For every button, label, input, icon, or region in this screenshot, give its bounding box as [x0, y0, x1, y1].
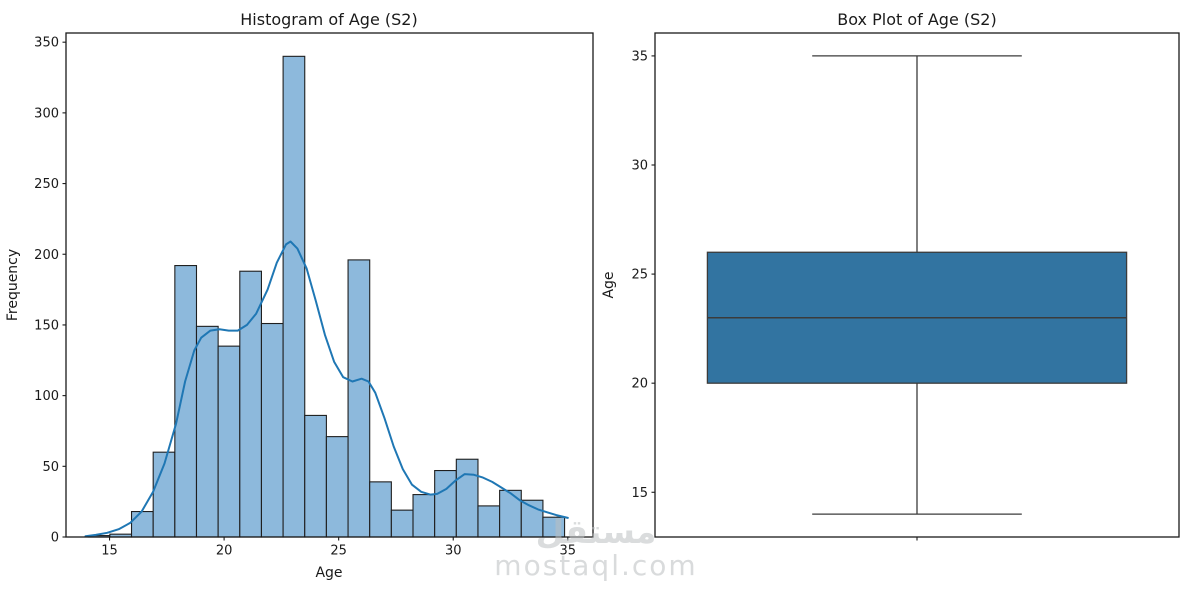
- histogram-bar: [347, 259, 371, 538]
- y-tick-label: 100: [34, 389, 59, 404]
- y-tick-label: 35: [631, 49, 648, 64]
- y-tick-label: 0: [51, 531, 59, 546]
- y-tick-label: 300: [34, 106, 59, 121]
- y-tick-label: 50: [42, 460, 59, 475]
- y-tick-label: 200: [34, 248, 59, 263]
- x-tick-label: 15: [101, 544, 118, 559]
- x-tick-label: 20: [216, 544, 233, 559]
- histogram-bar: [217, 345, 241, 538]
- histogram-bar: [369, 481, 392, 538]
- y-tick-label: 30: [631, 159, 648, 174]
- histogram-bar: [325, 436, 349, 538]
- histogram-bar: [195, 325, 219, 538]
- y-tick-label: 20: [631, 377, 648, 392]
- x-tick-label: 25: [330, 544, 347, 559]
- y-tick-label: 150: [34, 318, 59, 333]
- watermark: مستقل mostaql.com: [494, 512, 697, 582]
- histogram-ylabel: Frequency: [5, 249, 21, 321]
- boxplot-axes: 15 20 25 30 35: [631, 32, 1180, 541]
- y-tick-label: 15: [631, 486, 648, 501]
- histogram-bar: [130, 510, 154, 538]
- histogram-bar: [282, 55, 306, 538]
- histogram-bar: [434, 469, 457, 538]
- y-tick-label: 350: [34, 36, 59, 51]
- histogram-title: Histogram of Age (S2): [240, 10, 417, 29]
- x-tick-label: 35: [560, 544, 577, 559]
- histogram-bar: [304, 414, 327, 538]
- boxplot-title: Box Plot of Age (S2): [837, 10, 996, 29]
- histogram-bar: [477, 505, 501, 538]
- histogram-xlabel: Age: [315, 565, 342, 581]
- boxplot-ylabel: Age: [601, 271, 617, 298]
- kde-curve: [84, 240, 569, 538]
- histogram-bar: [260, 322, 284, 538]
- histogram-bar: [455, 458, 479, 538]
- axes-frame: [65, 32, 594, 538]
- histogram-bar: [390, 509, 414, 538]
- x-tick-label: 30: [445, 544, 462, 559]
- y-tick-label: 25: [631, 268, 648, 283]
- histogram-bar: [412, 494, 436, 538]
- histogram-bar: [174, 265, 198, 538]
- watermark-arabic-text: مستقل: [536, 512, 657, 551]
- watermark-domain-text: mostaql.com: [494, 549, 697, 582]
- y-tick-label: 250: [34, 177, 59, 192]
- histogram-bar: [499, 489, 522, 538]
- axes-frame: [654, 32, 1180, 538]
